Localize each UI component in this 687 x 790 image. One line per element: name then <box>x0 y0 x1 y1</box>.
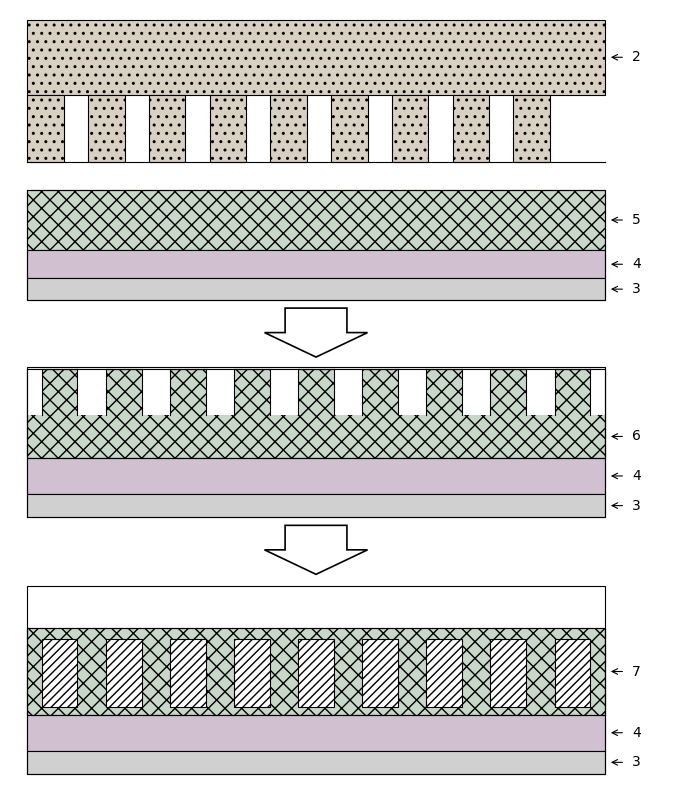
Bar <box>106 639 142 707</box>
Text: 3: 3 <box>632 755 641 769</box>
Bar <box>205 369 234 415</box>
Bar <box>27 250 605 278</box>
Bar <box>27 628 605 715</box>
Bar <box>27 20 605 95</box>
Bar <box>491 639 526 707</box>
Text: 3: 3 <box>632 498 641 513</box>
Bar <box>27 750 605 774</box>
Bar <box>590 369 605 415</box>
Bar <box>27 458 605 494</box>
Text: 4: 4 <box>632 469 641 483</box>
Text: 4: 4 <box>632 726 641 739</box>
Bar <box>27 190 605 250</box>
Bar <box>392 95 429 162</box>
Bar <box>27 494 605 517</box>
Bar <box>27 715 605 750</box>
Bar <box>271 95 307 162</box>
Text: 7: 7 <box>632 664 641 679</box>
Text: 4: 4 <box>632 258 641 271</box>
Bar <box>42 639 78 707</box>
Bar <box>27 369 42 415</box>
Text: 2: 2 <box>632 51 641 64</box>
Bar <box>462 369 491 415</box>
Polygon shape <box>264 525 368 574</box>
Text: 3: 3 <box>632 282 641 296</box>
Bar <box>78 369 106 415</box>
Bar <box>27 190 605 300</box>
Bar <box>427 639 462 707</box>
Bar <box>27 95 64 162</box>
Bar <box>234 639 270 707</box>
Bar <box>398 369 427 415</box>
Bar <box>298 639 334 707</box>
Bar <box>88 95 124 162</box>
Bar <box>554 639 590 707</box>
Bar <box>27 369 605 458</box>
Bar <box>142 369 170 415</box>
Bar <box>334 369 362 415</box>
Bar <box>27 278 605 300</box>
Text: 6: 6 <box>632 430 641 443</box>
Bar <box>149 95 185 162</box>
Bar <box>170 639 205 707</box>
Bar <box>270 369 298 415</box>
Bar <box>526 369 554 415</box>
Bar <box>453 95 489 162</box>
Bar <box>27 586 605 774</box>
Bar <box>331 95 368 162</box>
Bar <box>362 639 398 707</box>
Text: 5: 5 <box>632 213 641 227</box>
Bar <box>210 95 246 162</box>
Polygon shape <box>264 308 368 357</box>
Bar <box>27 628 605 715</box>
Bar <box>27 369 605 458</box>
Bar <box>513 95 550 162</box>
Bar <box>27 367 605 517</box>
